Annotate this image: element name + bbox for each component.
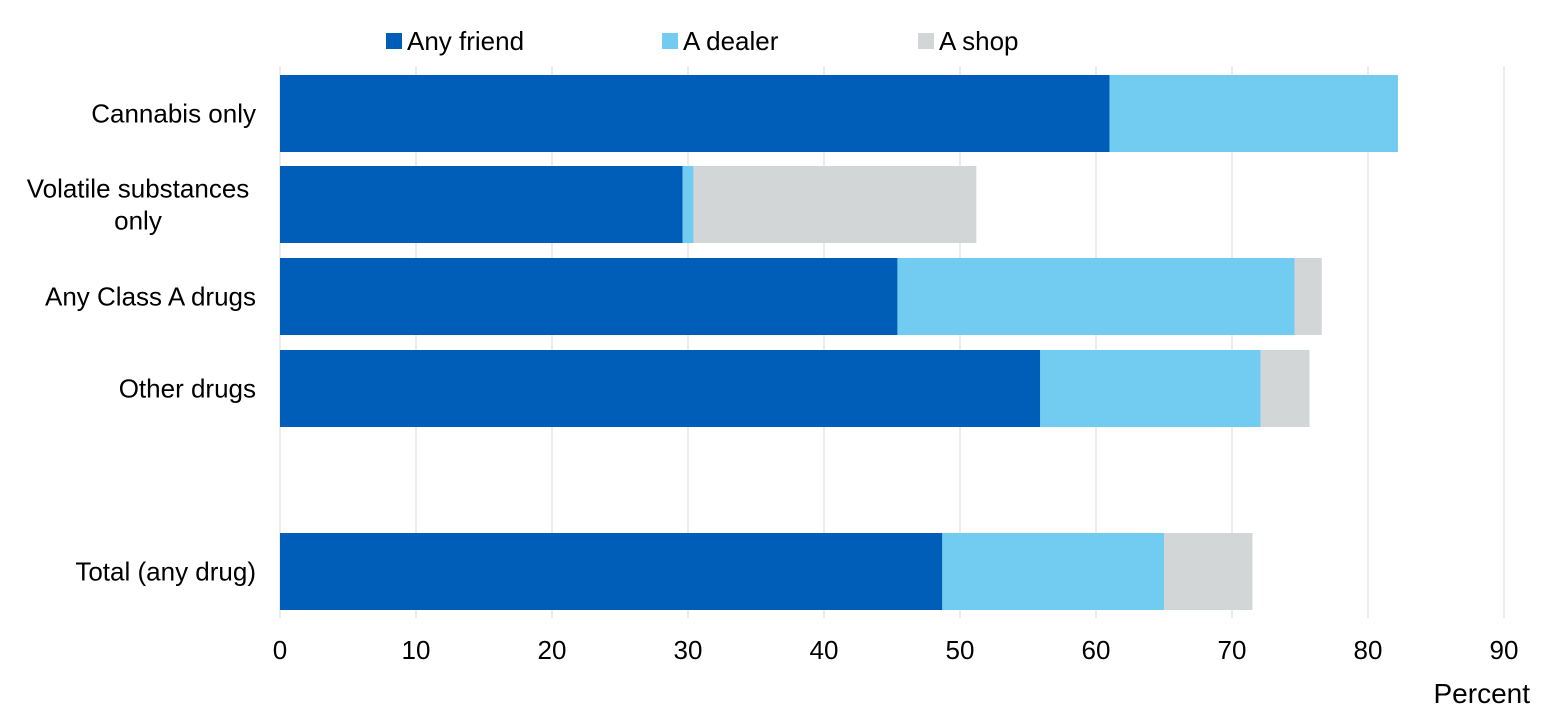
legend-swatch [662, 33, 678, 49]
x-tick-labels: 0 10 20 30 40 50 60 70 80 90 [273, 635, 1519, 665]
category-label: Any Class A drugs [45, 282, 256, 312]
legend: Any friend A dealer A shop [386, 26, 1019, 56]
category-label: Total (any drug) [75, 557, 256, 587]
x-tick-label: 70 [1218, 635, 1247, 665]
x-tick-label: 40 [810, 635, 839, 665]
legend-label: Any friend [407, 26, 524, 56]
bar-segment [280, 166, 683, 243]
bar-segment [280, 533, 943, 610]
bar-segment [1294, 258, 1322, 335]
bar-segment [280, 258, 898, 335]
legend-label: A shop [939, 26, 1019, 56]
bar-segment [1260, 350, 1310, 427]
bars [280, 75, 1398, 610]
bar-segment [682, 166, 694, 243]
bar-segment [693, 166, 977, 243]
bar-segment [280, 350, 1041, 427]
x-tick-label: 50 [946, 635, 975, 665]
category-label: only [114, 206, 162, 236]
bar-segment [1164, 533, 1253, 610]
x-tick-label: 30 [674, 635, 703, 665]
bar-segment [1040, 350, 1261, 427]
legend-swatch [918, 33, 934, 49]
x-tick-label: 10 [402, 635, 431, 665]
legend-label: A dealer [683, 26, 779, 56]
x-tick-label: 90 [1490, 635, 1519, 665]
gridlines [279, 66, 1505, 618]
x-tick-label: 80 [1354, 635, 1383, 665]
x-tick-label: 20 [538, 635, 567, 665]
category-label: Other drugs [119, 374, 256, 404]
x-tick-label: 60 [1082, 635, 1111, 665]
bar-segment [942, 533, 1164, 610]
legend-swatch [386, 33, 402, 49]
x-tick-label: 0 [273, 635, 287, 665]
x-axis-title: Percent [1434, 678, 1531, 709]
bar-segment [280, 75, 1110, 152]
category-label: Volatile substances [27, 174, 250, 204]
category-label: Cannabis only [91, 99, 256, 129]
bar-segment [1109, 75, 1398, 152]
bar-segment [897, 258, 1295, 335]
